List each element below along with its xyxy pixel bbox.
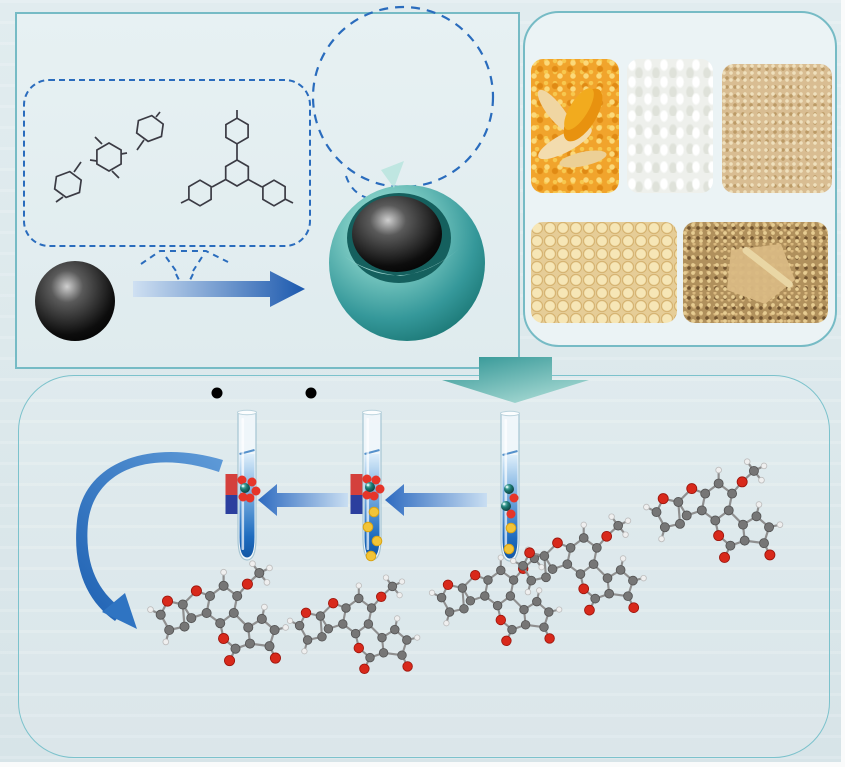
reactant-dashed-box [23, 79, 311, 247]
corn-cob-art [537, 88, 607, 168]
soybean-photo [531, 222, 677, 323]
buckwheat-art [727, 244, 795, 304]
brown-rice-photo [722, 64, 832, 193]
buckwheat-photo [683, 222, 828, 323]
rice-photo [627, 59, 713, 193]
corn-photo [531, 59, 619, 193]
workflow-panel [18, 375, 830, 758]
